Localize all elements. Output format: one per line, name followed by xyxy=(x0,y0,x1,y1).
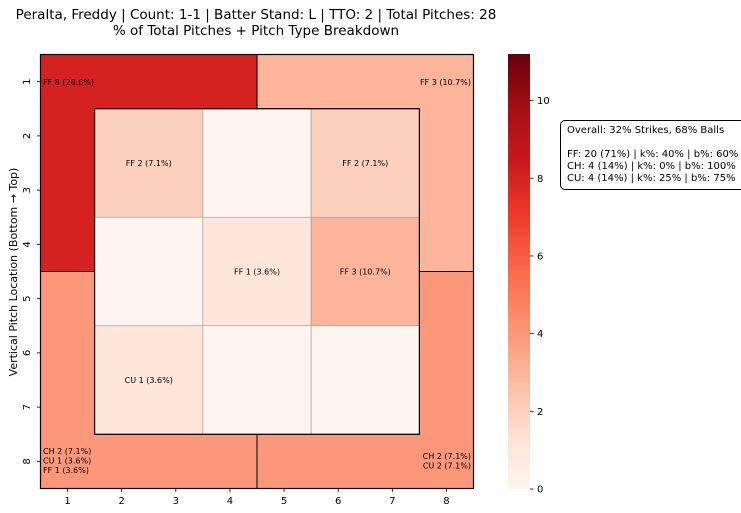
zone-label: FF 2 (7.1%) xyxy=(342,159,388,168)
y-axis-label: Vertical Pitch Location (Bottom → Top) xyxy=(7,168,20,377)
colorbar-tick-label: 8 xyxy=(537,174,543,185)
colorbar-tick-label: 6 xyxy=(537,251,543,262)
y-tick-label: 2 xyxy=(22,133,33,139)
summary-overall: Overall: 32% Strikes, 68% Balls xyxy=(567,125,725,136)
summary-line-ch: CH: 4 (14%) | k%: 0% | b%: 100% xyxy=(567,161,736,172)
zone-label: CH 2 (7.1%) xyxy=(43,447,91,456)
x-tick-label: 8 xyxy=(443,496,449,507)
zone-label: CU 1 (3.6%) xyxy=(43,457,91,466)
summary-spacer xyxy=(567,137,738,149)
x-tick-label: 3 xyxy=(173,496,179,507)
x-tick-label: 7 xyxy=(389,496,395,507)
y-tick-label: 1 xyxy=(22,78,33,84)
zone-label: CH 2 (7.1%) xyxy=(423,452,471,461)
x-tick-label: 5 xyxy=(281,496,287,507)
zone-inner-2-1 xyxy=(94,216,204,327)
zone-inner-2-3 xyxy=(310,216,420,327)
zones-layer xyxy=(40,54,474,489)
zone-label: CU 1 (3.6%) xyxy=(125,376,173,385)
summary-line-cu: CU: 4 (14%) | k%: 25% | b%: 75% xyxy=(567,173,736,184)
y-tick-label: 6 xyxy=(22,350,33,356)
summary-line-ff: FF: 20 (71%) | k%: 40% | b%: 60% xyxy=(567,149,739,160)
x-axis: 1 2 3 4 5 6 7 8 xyxy=(64,488,450,507)
colorbar xyxy=(508,54,530,489)
zone-label: FF 2 (7.1%) xyxy=(126,159,172,168)
zone-label: CU 2 (7.1%) xyxy=(423,462,471,471)
zone-label: FF 3 (10.7%) xyxy=(420,78,471,87)
colorbar-ticks: 0 2 4 6 8 10 xyxy=(530,96,550,496)
y-tick-label: 4 xyxy=(22,241,33,247)
y-axis: 1 2 3 4 5 6 7 8 xyxy=(22,78,41,465)
chart-title: Peralta, Freddy | Count: 1-1 | Batter St… xyxy=(16,7,497,23)
zone-label: FF 1 (3.6%) xyxy=(234,268,280,277)
x-tick-label: 2 xyxy=(119,496,125,507)
y-tick-label: 3 xyxy=(22,187,33,193)
colorbar-tick-label: 0 xyxy=(537,485,543,496)
zone-inner-3-3 xyxy=(310,325,420,435)
zone-inner-3-1 xyxy=(94,325,204,435)
zone-label: FF 3 (10.7%) xyxy=(340,268,391,277)
strike-zone-border xyxy=(94,108,420,435)
colorbar-tick-label: 4 xyxy=(537,329,543,340)
chart-subtitle: % of Total Pitches + Pitch Type Breakdow… xyxy=(113,23,399,39)
x-tick-label: 4 xyxy=(227,496,233,507)
zone-label: FF 1 (3.6%) xyxy=(43,466,89,475)
y-tick-label: 7 xyxy=(22,404,33,410)
x-tick-label: 6 xyxy=(335,496,341,507)
colorbar-tick-label: 2 xyxy=(537,407,543,418)
zone-inner-1-2 xyxy=(202,108,312,218)
plot-frame xyxy=(39,53,475,490)
labels-layer: FF 8 (28.6%) FF 3 (10.7%)CH 2 (7.1%)CU 1 … xyxy=(43,78,471,475)
y-tick-label: 8 xyxy=(22,458,33,464)
zone-inner-1-3 xyxy=(310,108,420,218)
y-tick-label: 5 xyxy=(22,295,33,301)
x-tick-label: 1 xyxy=(64,496,70,507)
zone-label: FF 8 (28.6%) xyxy=(43,78,94,87)
summary-box: Overall: 32% Strikes, 68% Balls FF: 20 (… xyxy=(560,120,741,190)
colorbar-tick-label: 10 xyxy=(537,96,550,107)
zone-inner-3-2 xyxy=(202,325,312,435)
